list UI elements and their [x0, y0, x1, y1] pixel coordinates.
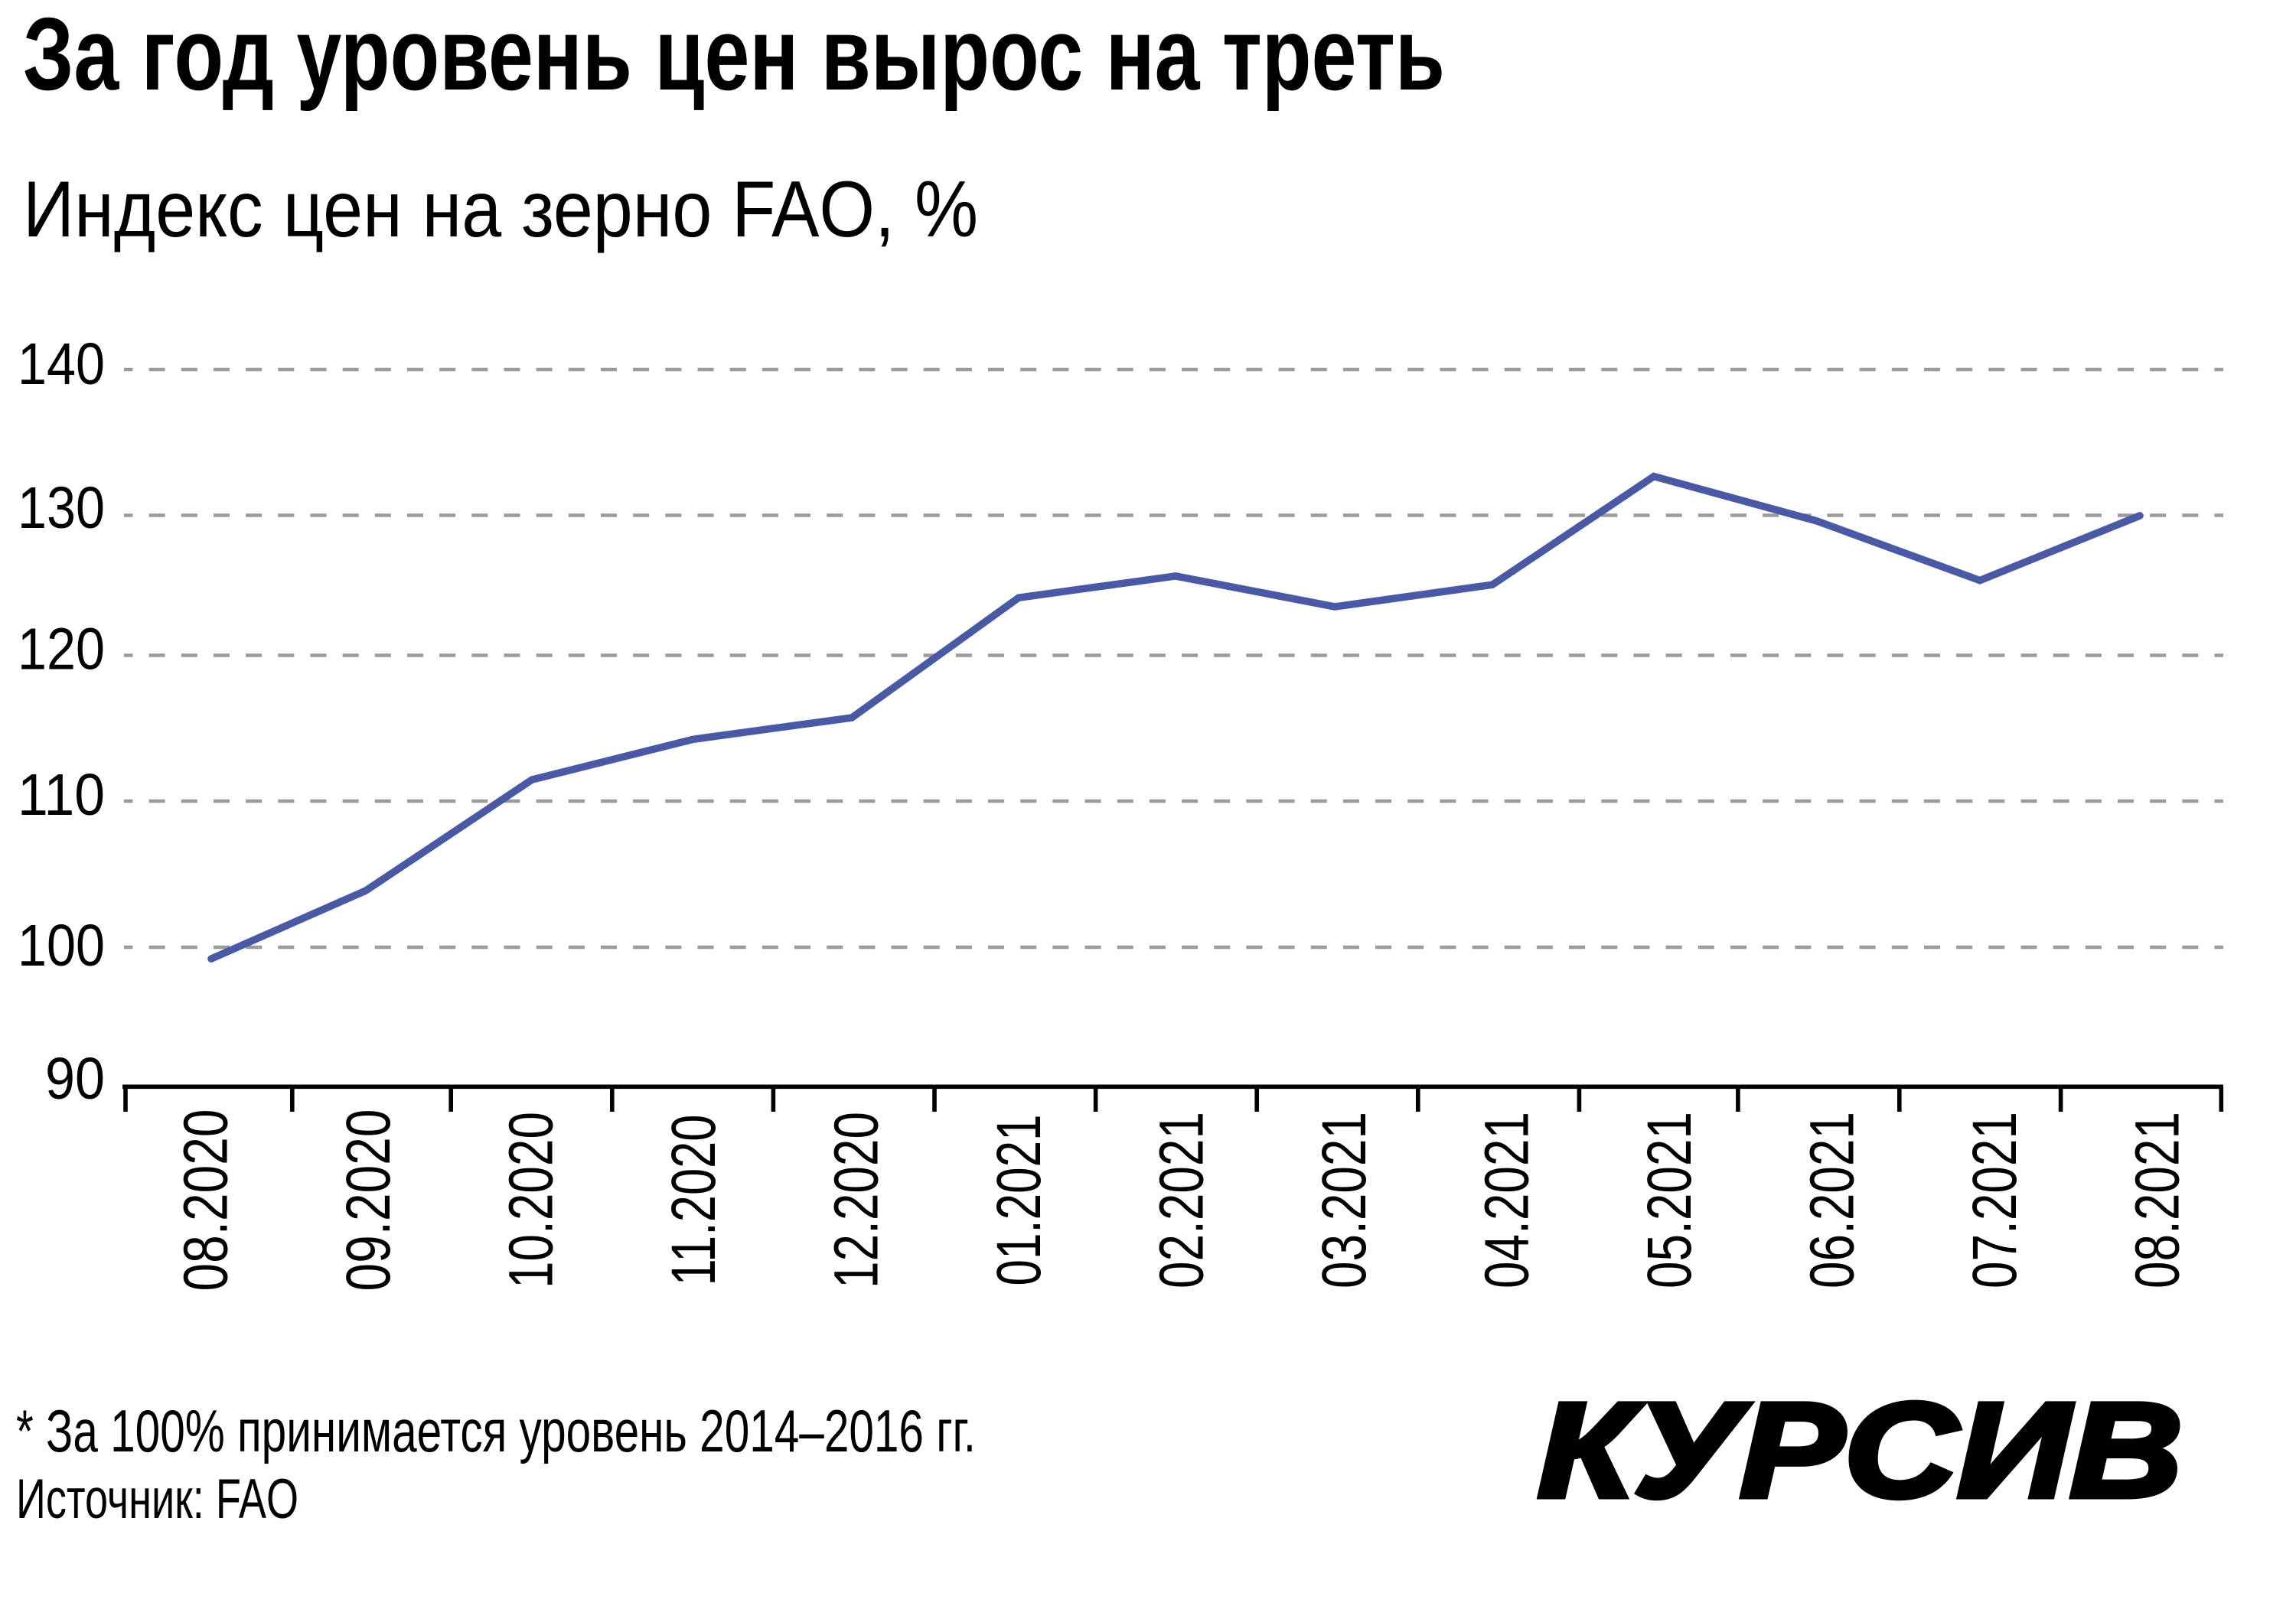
svg-text:08.2021: 08.2021	[2123, 1112, 2193, 1288]
svg-text:03.2021: 03.2021	[1309, 1112, 1379, 1288]
svg-text:КУРСИВ: КУРСИВ	[1538, 1376, 2183, 1526]
svg-text:90: 90	[45, 1046, 105, 1112]
svg-text:120: 120	[18, 617, 105, 682]
svg-text:05.2021: 05.2021	[1635, 1112, 1704, 1288]
svg-text:11.2020: 11.2020	[659, 1115, 729, 1286]
svg-text:130: 130	[18, 475, 105, 541]
svg-text:07.2021: 07.2021	[1960, 1112, 2030, 1288]
svg-text:08.2020: 08.2020	[171, 1109, 241, 1292]
svg-text:09.2020: 09.2020	[334, 1109, 403, 1292]
svg-text:Источник: FAO: Источник: FAO	[16, 1468, 298, 1530]
svg-text:04.2021: 04.2021	[1473, 1112, 1542, 1288]
svg-text:10.2020: 10.2020	[497, 1112, 566, 1288]
svg-text:Индекс цен на зерно FAO, %: Индекс цен на зерно FAO, %	[23, 165, 978, 254]
svg-text:06.2021: 06.2021	[1798, 1112, 1867, 1288]
svg-text:01.2021: 01.2021	[984, 1115, 1054, 1286]
svg-text:* За 100% принимается уровень: * За 100% принимается уровень 2014–2016 …	[16, 1397, 976, 1464]
svg-text:110: 110	[18, 762, 105, 828]
svg-text:100: 100	[18, 913, 105, 979]
svg-text:140: 140	[18, 331, 105, 397]
svg-text:02.2021: 02.2021	[1147, 1112, 1217, 1288]
svg-text:За год уровень цен вырос на тр: За год уровень цен вырос на треть	[23, 0, 1445, 112]
svg-text:12.2020: 12.2020	[822, 1112, 892, 1288]
